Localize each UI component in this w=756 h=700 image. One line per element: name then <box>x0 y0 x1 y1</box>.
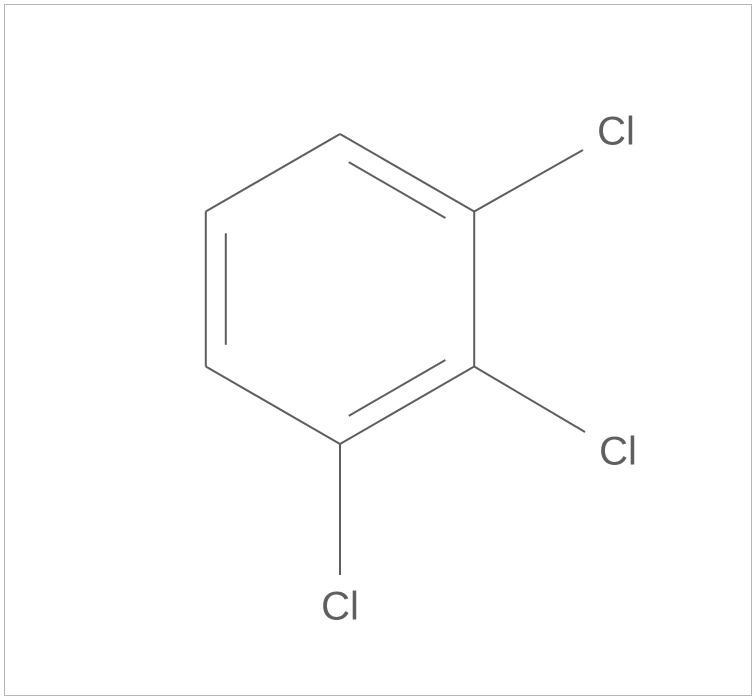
atom-label-cl: Cl <box>321 585 359 630</box>
atom-label-cl: Cl <box>597 110 635 155</box>
atom-label-cl: Cl <box>599 430 637 475</box>
molecule-svg <box>0 0 756 700</box>
